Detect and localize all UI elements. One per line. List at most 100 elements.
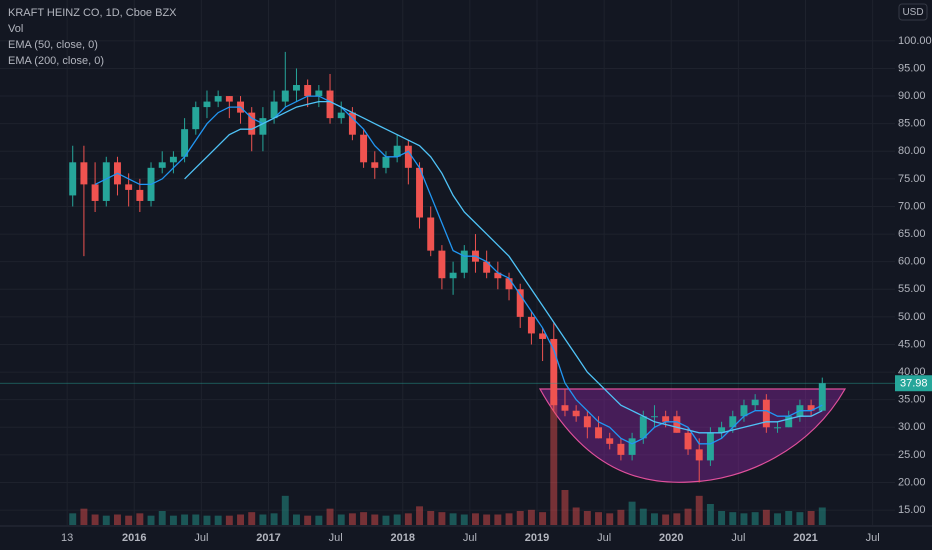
candle-body xyxy=(695,449,703,461)
candle-body xyxy=(606,438,614,444)
candle-body xyxy=(706,432,714,461)
volume-bar xyxy=(326,508,334,525)
volume-bar xyxy=(181,514,189,525)
last-price-box xyxy=(895,375,932,392)
volume-bar xyxy=(606,513,614,525)
volume-bar xyxy=(125,515,133,525)
candle-body xyxy=(69,162,77,196)
volume-bar xyxy=(348,513,356,525)
volume-bar xyxy=(595,512,602,525)
candle-body xyxy=(326,90,334,119)
volume-bar xyxy=(449,513,457,525)
volume-bar xyxy=(147,515,155,525)
volume-bar xyxy=(706,504,714,525)
candle-body xyxy=(102,162,110,201)
candle-body xyxy=(270,101,278,119)
candle-body xyxy=(807,405,815,411)
candle-body xyxy=(158,162,166,168)
legend-entry: Vol xyxy=(8,23,23,35)
chart-title: KRAFT HEINZ CO, 1D, Cboe BZX xyxy=(8,7,177,19)
volume-bar xyxy=(639,508,647,525)
candle-body xyxy=(315,90,323,97)
y-tick-label: 80.00 xyxy=(898,145,926,157)
candle-body xyxy=(662,416,670,422)
volume-bar xyxy=(169,515,177,525)
volume-bar xyxy=(583,511,591,525)
candle-body xyxy=(483,261,491,273)
volume-bar xyxy=(662,514,670,525)
last-price-label: 37.98 xyxy=(900,378,928,390)
candle-body xyxy=(505,278,513,290)
volume-bar xyxy=(214,515,222,525)
candle-body xyxy=(371,162,379,168)
volume-bar xyxy=(516,511,524,525)
volume-bar xyxy=(796,512,804,525)
candle-body xyxy=(729,416,737,428)
volume-bar xyxy=(729,512,737,525)
volume-bar xyxy=(774,513,781,525)
volume-bar xyxy=(718,511,726,525)
candle-body xyxy=(259,118,267,135)
candle-body xyxy=(348,112,356,135)
x-tick-label: Jul xyxy=(597,532,611,544)
volume-bar xyxy=(572,507,580,525)
volume-bar xyxy=(158,511,166,525)
y-tick-label: 90.00 xyxy=(898,90,926,102)
volume-bar xyxy=(818,507,826,525)
candle-body xyxy=(751,399,759,406)
y-tick-label: 65.00 xyxy=(898,228,926,240)
candle-body xyxy=(628,438,636,455)
volume-bar xyxy=(527,509,535,525)
volume-bar xyxy=(785,511,793,525)
volume-bar xyxy=(460,514,468,525)
candle-body xyxy=(360,134,368,163)
y-tick-label: 75.00 xyxy=(898,173,926,185)
x-tick-label: Jul xyxy=(329,532,343,544)
y-tick-label: 95.00 xyxy=(898,62,926,74)
x-tick-label: Jul xyxy=(866,532,880,544)
candle-body xyxy=(404,145,412,168)
candle-body xyxy=(136,189,144,201)
candle-body xyxy=(673,416,681,433)
candle-body xyxy=(203,101,211,108)
y-tick-label: 30.00 xyxy=(898,421,926,433)
y-tick-label: 20.00 xyxy=(898,476,926,488)
currency[interactable]: USD xyxy=(902,7,923,18)
volume-bar xyxy=(337,514,345,525)
candle-body xyxy=(225,96,233,102)
candle-body xyxy=(125,184,133,190)
volume-bar xyxy=(427,511,435,525)
volume-bar xyxy=(483,514,491,525)
volume-bar xyxy=(237,514,244,525)
candle-body xyxy=(80,162,88,185)
volume-bar xyxy=(494,514,502,525)
volume-bar xyxy=(192,514,200,525)
x-tick-label: 2018 xyxy=(391,532,415,544)
axes: 15.00 20.00 25.00 30.00 35.00 40.00 45.00 50.00… xyxy=(0,35,932,544)
volume-bar xyxy=(751,512,759,525)
y-tick-label: 100.00 xyxy=(898,35,932,47)
volume-bar xyxy=(617,509,625,525)
y-tick-label: 45.00 xyxy=(898,338,926,350)
x-tick-label: 2020 xyxy=(659,532,683,544)
candle-body xyxy=(91,184,99,201)
candle-body xyxy=(214,96,222,102)
candle-body xyxy=(785,416,793,428)
candle-body xyxy=(248,112,256,135)
volume-bar xyxy=(404,513,412,525)
candle-body xyxy=(651,416,658,418)
volume-bar xyxy=(371,514,379,525)
volume-bar xyxy=(472,513,479,525)
volume-bar xyxy=(203,515,211,525)
candle-body xyxy=(382,156,390,168)
candle-body xyxy=(818,383,826,411)
volume-bar xyxy=(438,512,446,525)
candle-body xyxy=(762,399,770,428)
y-tick-label: 15.00 xyxy=(898,504,926,516)
volume-bar xyxy=(550,396,558,525)
y-tick-label: 70.00 xyxy=(898,200,926,212)
volume-bar xyxy=(114,514,121,525)
candle-body xyxy=(192,107,200,130)
volume-bar xyxy=(102,515,110,525)
currency-box[interactable] xyxy=(898,3,928,21)
